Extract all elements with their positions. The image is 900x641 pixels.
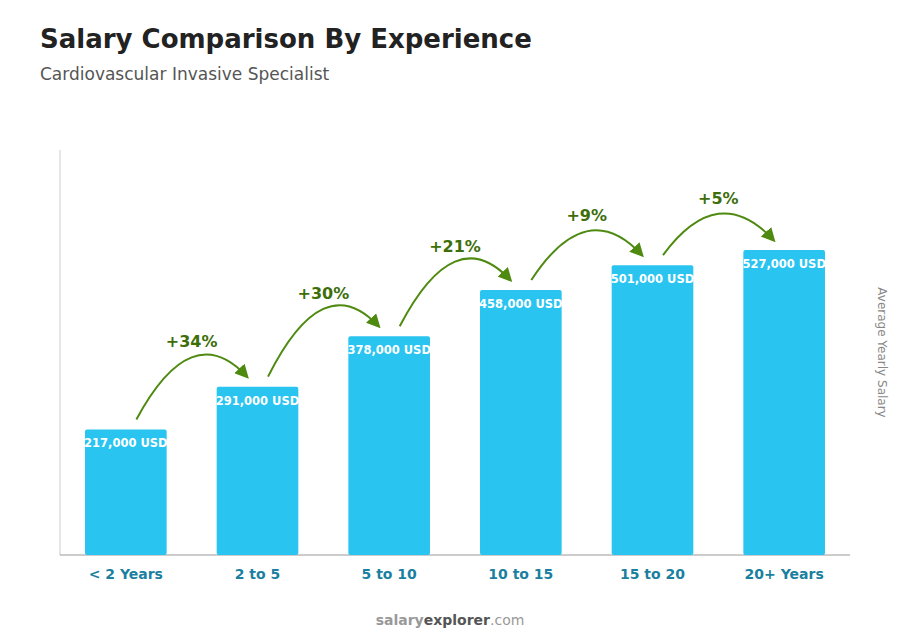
x-tick-label: < 2 Years — [89, 566, 163, 582]
watermark: salaryexplorer.com — [376, 612, 525, 628]
chart-svg: Salary Comparison By Experience Cardiovas… — [0, 0, 900, 641]
bar — [348, 336, 430, 555]
page: {"chart_data": { "type": "bar", "title":… — [0, 0, 900, 641]
title: Salary Comparison By Experience — [40, 24, 532, 54]
x-tick-label: 10 to 15 — [488, 566, 553, 582]
bar — [480, 290, 562, 555]
x-tick-label: 20+ Years — [745, 566, 824, 582]
x-axis-line — [60, 555, 850, 556]
data-label: 291,000 USD — [216, 394, 300, 408]
bar — [743, 250, 825, 555]
growth-arrow — [268, 305, 379, 376]
watermark-part: .com — [490, 612, 524, 628]
data-label: 527,000 USD — [742, 257, 826, 271]
data-label: 458,000 USD — [479, 297, 563, 311]
growth-label: +5% — [698, 189, 739, 208]
subtitle: Cardiovascular Invasive Specialist — [40, 64, 329, 84]
bar — [612, 265, 694, 555]
y-axis-line — [60, 150, 61, 555]
growth-arrow — [531, 230, 642, 280]
growth-label: +21% — [429, 237, 481, 256]
y-axis-label: Average Yearly Salary — [875, 287, 889, 417]
background — [0, 0, 900, 641]
data-label: 501,000 USD — [611, 272, 695, 286]
x-tick-label: 15 to 20 — [620, 566, 685, 582]
x-tick-label: 2 to 5 — [235, 566, 281, 582]
chart-container: Salary Comparison By Experience Cardiovas… — [0, 0, 900, 641]
bar — [85, 429, 167, 555]
growth-arrow — [136, 355, 247, 420]
growth-label: +30% — [297, 284, 349, 303]
bar — [217, 387, 299, 555]
growth-label: +34% — [166, 332, 218, 351]
growth-arrow — [663, 213, 774, 255]
bars — [85, 250, 825, 555]
growth-label: +9% — [566, 206, 607, 225]
x-tick-label: 5 to 10 — [362, 566, 418, 582]
data-label: 217,000 USD — [84, 436, 168, 450]
data-label: 378,000 USD — [347, 343, 431, 357]
watermark-part: salary — [376, 612, 424, 628]
annotations: +34% +30% +21% +9% +5% — [136, 189, 773, 420]
growth-arrow — [400, 258, 511, 326]
watermark-part: explorer — [424, 612, 490, 628]
